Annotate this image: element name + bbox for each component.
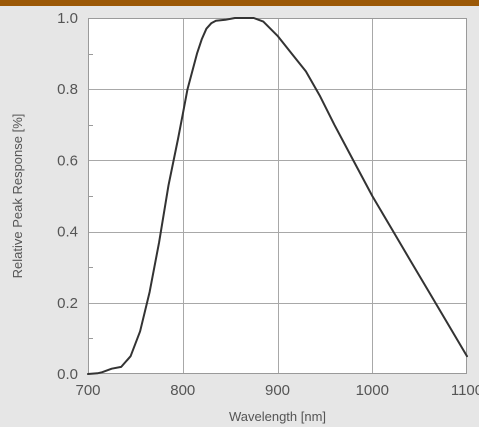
top-accent-bar — [0, 0, 479, 6]
y-tick-label: 0.8 — [57, 81, 78, 98]
x-tick-label: 1100 — [451, 382, 479, 399]
y-tick-label: 0.0 — [57, 366, 78, 383]
x-tick-label: 900 — [265, 382, 290, 399]
series-line — [87, 17, 468, 375]
x-tick-label: 1000 — [356, 382, 389, 399]
y-tick-label: 0.2 — [57, 295, 78, 312]
x-tick-label: 800 — [170, 382, 195, 399]
plot-frame — [88, 18, 467, 374]
x-tick-label: 700 — [75, 382, 100, 399]
y-axis-title: Relative Peak Response [%] — [10, 114, 25, 279]
y-tick-label: 0.4 — [57, 224, 78, 241]
y-tick-labels: 0.0 0.2 0.4 0.6 0.8 1.0 — [57, 10, 78, 383]
y-tick-label: 1.0 — [57, 10, 78, 27]
plot-area — [88, 18, 467, 374]
x-axis-title: Wavelength [nm] — [229, 409, 326, 424]
x-tick-labels: 700 800 900 1000 1100 — [75, 382, 479, 399]
y-tick-label: 0.6 — [57, 152, 78, 169]
grid-lines — [88, 18, 467, 374]
